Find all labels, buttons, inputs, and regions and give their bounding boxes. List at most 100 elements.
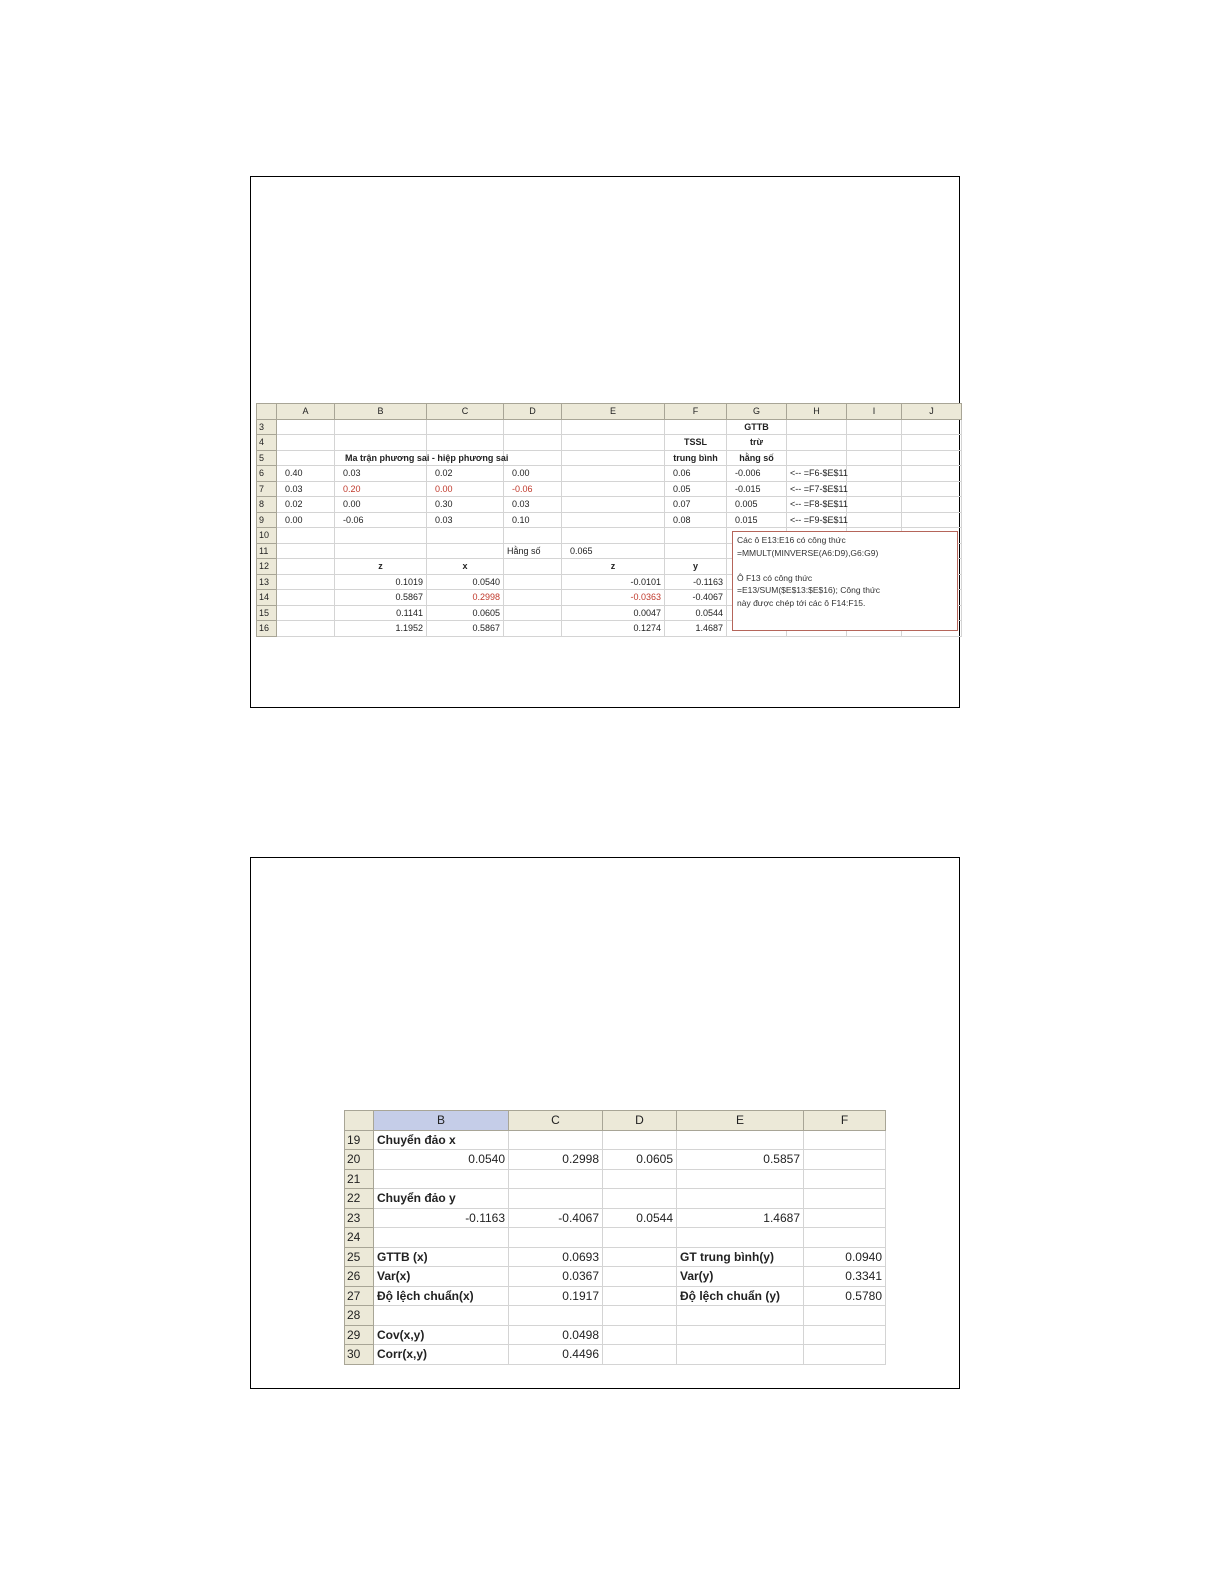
cell[interactable] xyxy=(602,1188,677,1209)
cell[interactable]: hằng số xyxy=(726,449,787,466)
cell[interactable] xyxy=(426,527,504,544)
cell[interactable]: 0.1274 xyxy=(561,620,665,637)
column-header-d[interactable]: D xyxy=(503,403,562,420)
cell[interactable] xyxy=(901,511,962,528)
column-header-b[interactable]: B xyxy=(334,403,427,420)
cell[interactable]: 0.0544 xyxy=(602,1207,677,1228)
cell[interactable]: -0.06 xyxy=(334,511,427,528)
cell[interactable] xyxy=(803,1129,886,1150)
column-header-j[interactable]: J xyxy=(901,403,962,420)
cell[interactable]: GTTB xyxy=(726,418,787,435)
cell[interactable] xyxy=(561,511,665,528)
row-header[interactable]: 7 xyxy=(256,480,277,497)
column-header-e[interactable]: E xyxy=(676,1110,804,1131)
cell[interactable] xyxy=(602,1168,677,1189)
cell[interactable]: 0.2998 xyxy=(426,589,504,606)
row-header[interactable]: 14 xyxy=(256,589,277,606)
cell[interactable] xyxy=(676,1129,804,1150)
cell[interactable]: 0.10 xyxy=(503,511,562,528)
cell[interactable] xyxy=(508,1129,603,1150)
row-header[interactable]: 26 xyxy=(344,1266,374,1287)
cell[interactable]: 1.4687 xyxy=(664,620,727,637)
row-header[interactable]: 4 xyxy=(256,434,277,451)
cell[interactable]: Độ lệch chuẩn(x) xyxy=(373,1285,509,1306)
cell[interactable]: <-- =F8-$E$11 xyxy=(786,496,848,513)
column-header-a[interactable]: A xyxy=(276,403,335,420)
row-header[interactable]: 24 xyxy=(344,1227,374,1248)
cell[interactable] xyxy=(508,1227,603,1248)
select-all-corner[interactable] xyxy=(256,403,277,420)
cell[interactable]: 0.5857 xyxy=(676,1149,804,1170)
cell[interactable]: y xyxy=(664,558,727,575)
cell[interactable] xyxy=(503,449,562,466)
cell[interactable] xyxy=(561,449,665,466)
cell[interactable]: -0.1163 xyxy=(664,573,727,590)
cell[interactable] xyxy=(503,589,562,606)
cell[interactable]: 0.0940 xyxy=(803,1246,886,1267)
cell[interactable]: 0.0367 xyxy=(508,1266,603,1287)
column-header-f[interactable]: F xyxy=(664,403,727,420)
row-header[interactable]: 28 xyxy=(344,1305,374,1326)
row-header[interactable]: 29 xyxy=(344,1324,374,1345)
row-header[interactable]: 11 xyxy=(256,542,277,559)
row-header[interactable]: 21 xyxy=(344,1168,374,1189)
cell[interactable]: -0.015 xyxy=(726,480,787,497)
cell[interactable] xyxy=(846,480,902,497)
cell[interactable]: 0.00 xyxy=(503,465,562,482)
cell[interactable] xyxy=(373,1227,509,1248)
column-header-c[interactable]: C xyxy=(426,403,504,420)
cell[interactable] xyxy=(803,1188,886,1209)
cell[interactable]: Chuyển đảo y xyxy=(373,1188,509,1209)
row-header[interactable]: 23 xyxy=(344,1207,374,1228)
cell[interactable]: 0.03 xyxy=(503,496,562,513)
cell[interactable] xyxy=(803,1305,886,1326)
cell[interactable] xyxy=(503,620,562,637)
cell[interactable] xyxy=(803,1149,886,1170)
cell[interactable] xyxy=(846,449,902,466)
cell[interactable] xyxy=(786,434,847,451)
cell[interactable]: -0.06 xyxy=(503,480,562,497)
cell[interactable] xyxy=(561,434,665,451)
cell[interactable]: 0.5867 xyxy=(426,620,504,637)
cell[interactable] xyxy=(508,1168,603,1189)
cell[interactable]: x xyxy=(426,558,504,575)
cell[interactable] xyxy=(602,1227,677,1248)
cell[interactable] xyxy=(503,558,562,575)
cell[interactable]: 0.03 xyxy=(426,511,504,528)
cell[interactable]: 0.0605 xyxy=(426,604,504,621)
cell[interactable]: 0.00 xyxy=(426,480,504,497)
cell[interactable]: GTTB (x) xyxy=(373,1246,509,1267)
cell[interactable] xyxy=(901,449,962,466)
cell[interactable]: 0.03 xyxy=(334,465,427,482)
cell[interactable] xyxy=(846,434,902,451)
cell[interactable]: 0.30 xyxy=(426,496,504,513)
row-header[interactable]: 25 xyxy=(344,1246,374,1267)
cell[interactable]: -0.1163 xyxy=(373,1207,509,1228)
cell[interactable]: Cov(x,y) xyxy=(373,1324,509,1345)
cell[interactable] xyxy=(276,449,335,466)
cell[interactable] xyxy=(508,1188,603,1209)
cell[interactable] xyxy=(664,527,727,544)
cell[interactable] xyxy=(508,1305,603,1326)
cell[interactable] xyxy=(561,527,665,544)
cell[interactable] xyxy=(901,465,962,482)
cell[interactable] xyxy=(901,480,962,497)
cell[interactable]: 0.03 xyxy=(276,480,335,497)
row-header[interactable]: 20 xyxy=(344,1149,374,1170)
row-header[interactable]: 22 xyxy=(344,1188,374,1209)
cell[interactable] xyxy=(426,418,504,435)
cell[interactable] xyxy=(561,480,665,497)
cell[interactable]: -0.0101 xyxy=(561,573,665,590)
cell[interactable] xyxy=(276,418,335,435)
row-header[interactable]: 3 xyxy=(256,418,277,435)
cell[interactable] xyxy=(803,1227,886,1248)
cell[interactable]: Ma trận phương sai - hiệp phương sai xyxy=(334,449,508,466)
cell[interactable]: 0.20 xyxy=(334,480,427,497)
cell[interactable]: -0.0363 xyxy=(561,589,665,606)
cell[interactable]: 0.1019 xyxy=(334,573,427,590)
cell[interactable]: -0.4067 xyxy=(508,1207,603,1228)
cell[interactable] xyxy=(803,1168,886,1189)
cell[interactable] xyxy=(901,496,962,513)
cell[interactable] xyxy=(803,1324,886,1345)
column-header-b[interactable]: B xyxy=(373,1110,509,1131)
